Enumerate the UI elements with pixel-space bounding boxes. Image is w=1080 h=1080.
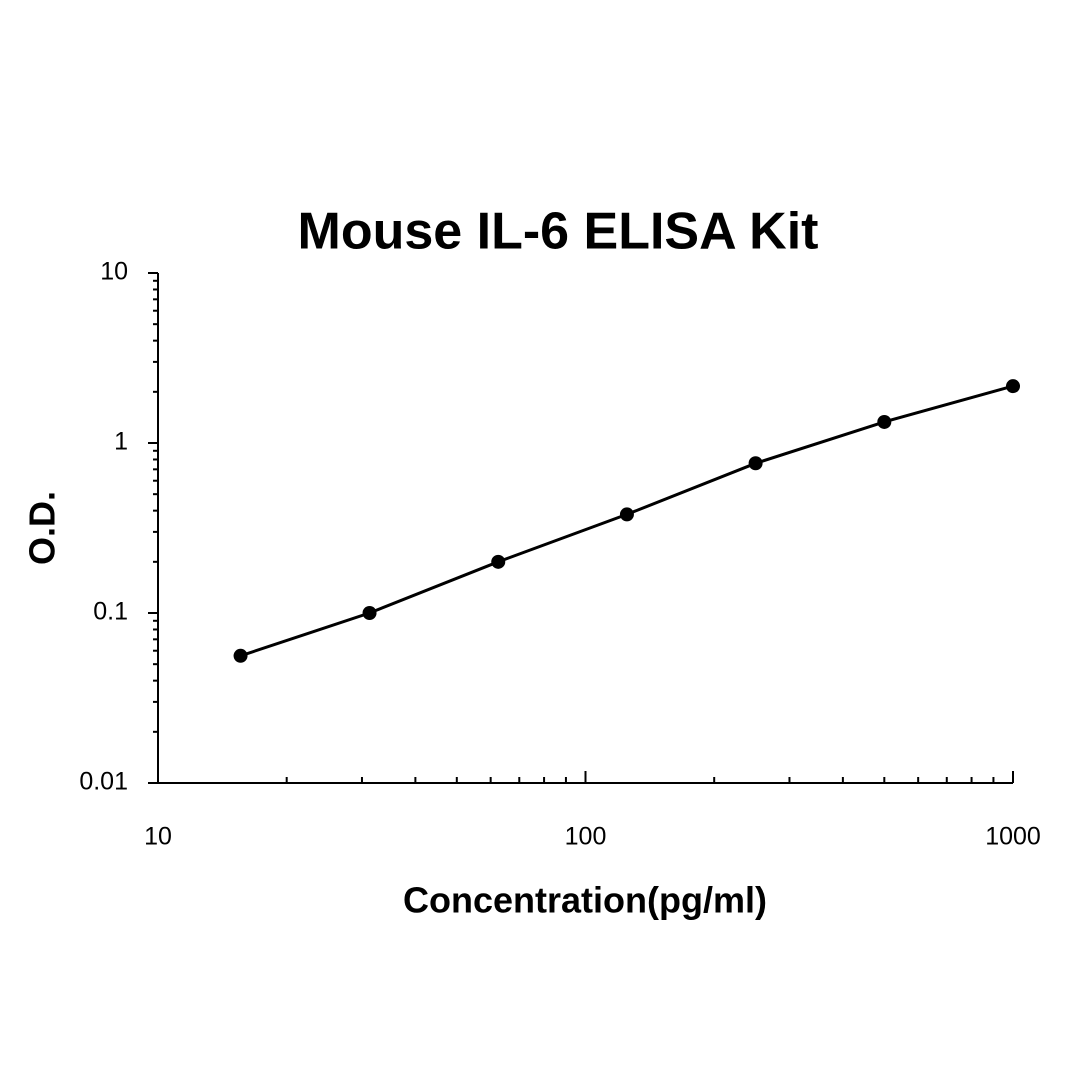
chart-title: Mouse IL-6 ELISA Kit (298, 203, 819, 261)
data-point (877, 414, 892, 429)
x-tick-label: 1000 (985, 823, 1041, 851)
x-axis-label: Concentration(pg/ml) (403, 880, 767, 921)
y-tick-label: 1 (114, 428, 128, 456)
x-tick-label: 100 (565, 823, 607, 851)
data-point (1006, 379, 1020, 394)
data-point (233, 648, 248, 663)
y-axis-label: O.D. (22, 491, 63, 565)
y-tick-label: 0.1 (93, 598, 128, 626)
y-tick-label: 0.01 (79, 768, 128, 796)
data-point (619, 507, 634, 522)
y-tick-label: 10 (100, 258, 128, 286)
data-point (362, 606, 377, 620)
x-tick-label: 10 (144, 823, 172, 851)
data-point (748, 456, 763, 471)
data-point (491, 554, 506, 569)
